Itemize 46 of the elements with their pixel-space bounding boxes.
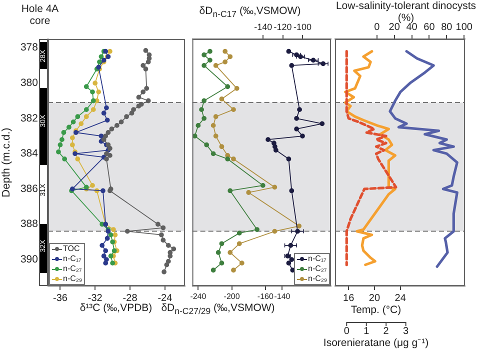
- y-tick-label: 384: [20, 148, 38, 160]
- y-tick-label: 378: [20, 42, 38, 54]
- x-axis-title: Temp. (°C): [350, 304, 402, 316]
- y-axis-title: Depth (m.c.d.): [0, 128, 13, 198]
- y-tick-label: 382: [20, 112, 38, 124]
- x-tick-label: 1: [364, 326, 370, 337]
- x-tick-label: 0: [344, 326, 350, 337]
- y-tick-label: 388: [20, 218, 38, 230]
- x-tick-label: -160: [257, 292, 274, 302]
- x2-tick-label: 60: [424, 22, 436, 33]
- legend-label: n-C₂₇: [63, 264, 82, 273]
- x-tick-label: -24: [158, 292, 173, 304]
- x2-tick-label: -100: [293, 22, 312, 32]
- legend-label: n-C₂₉: [308, 274, 328, 283]
- legend-label: n-C₂₉: [63, 274, 82, 283]
- x-tick-label: -240: [190, 292, 207, 302]
- x2-tick-label: -140: [254, 22, 272, 32]
- x-axis-title: δ¹³C (‰,VPDB): [80, 302, 152, 314]
- x-axis-title: δD$_{n-C27/29}$ (‰,VSMOW): [161, 302, 275, 316]
- x-tick-label: 24: [394, 292, 406, 304]
- x2-tick-label: 100: [456, 22, 473, 33]
- text: Hole 4A core: [20, 3, 60, 27]
- y-tick-label: 386: [20, 182, 38, 195]
- x-tick-label: 20: [368, 292, 380, 304]
- x-tick-label: -140: [274, 292, 291, 302]
- x2-axis-title: δD$_{n-C17}$ (‰,VSMOW): [198, 5, 302, 20]
- legend-label: n-C₂₇: [308, 264, 327, 273]
- legend-label: TOC: [63, 244, 80, 253]
- x2-axis-title: Low-salinity-tolerant dinocysts (%): [336, 0, 476, 24]
- x2-tick-label: -120: [274, 22, 292, 32]
- x-tick-label: -32: [88, 292, 103, 304]
- x-tick-label: -36: [52, 292, 68, 304]
- x-tick-label: 2: [383, 326, 390, 337]
- x-tick-label: -200: [224, 292, 240, 302]
- x2-tick-label: 20: [388, 22, 400, 33]
- legend-label: n-C₁₇: [308, 254, 326, 263]
- y-tick-label: 390: [20, 253, 38, 266]
- legend-label: n-C₁₇: [63, 254, 82, 263]
- x2-tick-label: 40: [406, 22, 418, 33]
- x-tick-label: -28: [122, 292, 138, 304]
- x-tick-label: 16: [343, 292, 355, 304]
- y-tick-label: 380: [20, 77, 38, 89]
- x-axis-title: Isorenieratane (μg g⁻¹): [322, 337, 430, 349]
- x-tick-label: 3: [403, 326, 410, 337]
- x2-tick-label: 0: [374, 22, 380, 33]
- x2-tick-label: 80: [441, 22, 453, 33]
